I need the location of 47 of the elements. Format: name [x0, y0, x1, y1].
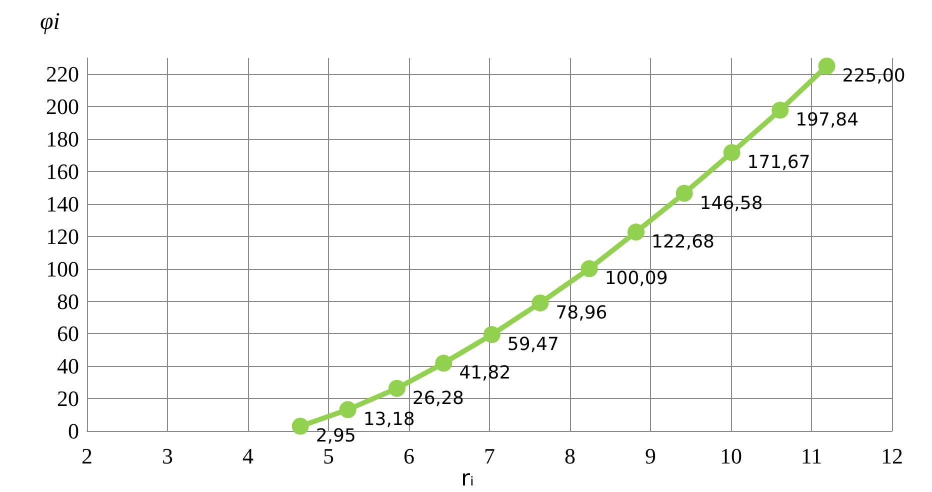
y-tick-label: 60: [57, 321, 79, 346]
data-label: 122,68: [652, 232, 714, 253]
point: [339, 401, 356, 418]
point: [435, 354, 452, 372]
data-label: 100,09: [604, 268, 668, 290]
point: [772, 102, 789, 119]
data-label: 26,28: [412, 388, 464, 409]
data-label: 171,67: [747, 152, 810, 174]
data-label: 146,58: [700, 192, 763, 214]
y-tick-label: 0: [68, 418, 79, 444]
point: [676, 184, 693, 202]
point: [388, 380, 406, 397]
y-tick-label: 180: [46, 126, 79, 152]
point: [723, 144, 740, 162]
point: [818, 58, 836, 75]
x-tick-label: 10: [720, 444, 742, 468]
point: [628, 224, 645, 241]
y-tick-label: 40: [57, 354, 79, 379]
point: [483, 326, 500, 344]
data-label: 41,82: [459, 362, 511, 384]
x-tick-label: 3: [162, 444, 173, 468]
data-label: 78,96: [556, 302, 608, 324]
point: [532, 294, 549, 312]
data-label: 225,00: [842, 66, 906, 87]
x-axis-title: rᵢ: [461, 466, 474, 492]
y-tick-label: 100: [46, 256, 79, 282]
x-tick-label: 9: [645, 444, 656, 468]
y-tick-label: 120: [46, 224, 79, 249]
y-tick-label: 20: [57, 386, 79, 412]
y-tick-label: 140: [46, 191, 79, 216]
y-tick-label: 160: [46, 159, 79, 184]
x-tick-label: 2: [82, 444, 92, 468]
data-label: 197,84: [796, 110, 859, 131]
x-tick-label: 6: [404, 444, 414, 468]
y-tick-label: 80: [57, 288, 79, 314]
point: [580, 260, 598, 278]
y-tick-label: 220: [46, 62, 79, 87]
y-axis-title: φi: [40, 9, 60, 35]
data-label: 59,47: [507, 334, 559, 356]
x-tick-label: 4: [242, 444, 254, 468]
x-tick-label: 7: [484, 444, 495, 468]
x-tick-label: 11: [800, 444, 822, 468]
x-tick-label: 8: [564, 444, 576, 468]
point: [292, 418, 309, 435]
data-label: 13,18: [363, 409, 415, 430]
x-tick-label: 12: [881, 444, 903, 468]
y-tick-label: 200: [46, 94, 79, 120]
